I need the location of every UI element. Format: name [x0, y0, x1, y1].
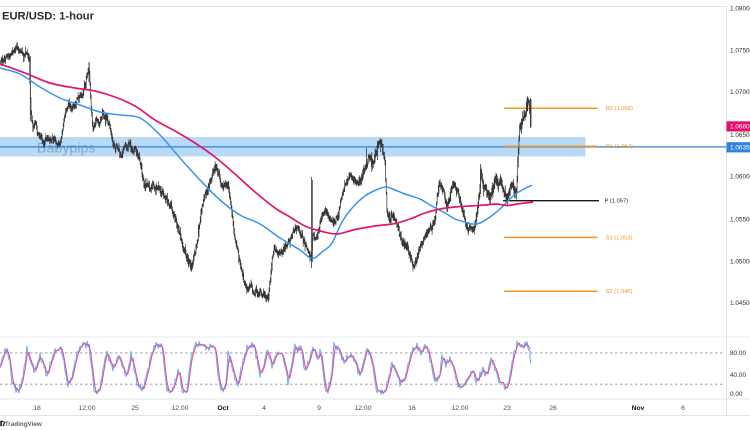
svg-text:TradingView: TradingView	[5, 421, 42, 428]
svg-text:R1 (1.064): R1 (1.064)	[606, 144, 633, 150]
svg-text:1.06000: 1.06000	[730, 174, 750, 181]
svg-text:80.00: 80.00	[730, 350, 746, 357]
svg-text:P (1.057): P (1.057)	[605, 199, 629, 205]
svg-text:R2 (1.068): R2 (1.068)	[606, 106, 633, 112]
svg-text:4: 4	[262, 405, 266, 412]
svg-text:1.06609: 1.06609	[730, 124, 750, 131]
svg-text:26: 26	[549, 405, 557, 412]
svg-text:1.05500: 1.05500	[730, 216, 750, 223]
svg-text:1.07000: 1.07000	[730, 89, 750, 96]
svg-text:1.07500: 1.07500	[730, 47, 750, 54]
svg-text:12:00: 12:00	[78, 405, 95, 412]
svg-text:1.04500: 1.04500	[730, 300, 750, 307]
svg-text:1.06500: 1.06500	[730, 132, 750, 139]
svg-text:16: 16	[408, 405, 416, 412]
svg-text:12:00: 12:00	[354, 405, 371, 412]
svg-text:12:00: 12:00	[171, 405, 188, 412]
svg-text:12:00: 12:00	[451, 405, 468, 412]
svg-text:Nov: Nov	[632, 405, 645, 412]
svg-text:23: 23	[503, 405, 511, 412]
svg-text:EUR/USD: 1-hour: EUR/USD: 1-hour	[2, 11, 95, 23]
svg-text:6: 6	[681, 405, 685, 412]
svg-text:0.00: 0.00	[730, 391, 743, 398]
svg-text:S1 (1.053): S1 (1.053)	[606, 235, 633, 241]
svg-text:40.00: 40.00	[730, 372, 746, 379]
svg-text:1.06350: 1.06350	[730, 145, 750, 152]
svg-text:1.08000: 1.08000	[730, 5, 750, 12]
svg-text:25: 25	[131, 405, 139, 412]
svg-text:18: 18	[33, 405, 41, 412]
svg-text:Babypips: Babypips	[37, 141, 95, 157]
svg-text:9: 9	[317, 405, 321, 412]
svg-text:Oct: Oct	[217, 405, 229, 412]
svg-text:S2 (1.046): S2 (1.046)	[606, 289, 633, 295]
svg-text:1.05000: 1.05000	[730, 259, 750, 266]
